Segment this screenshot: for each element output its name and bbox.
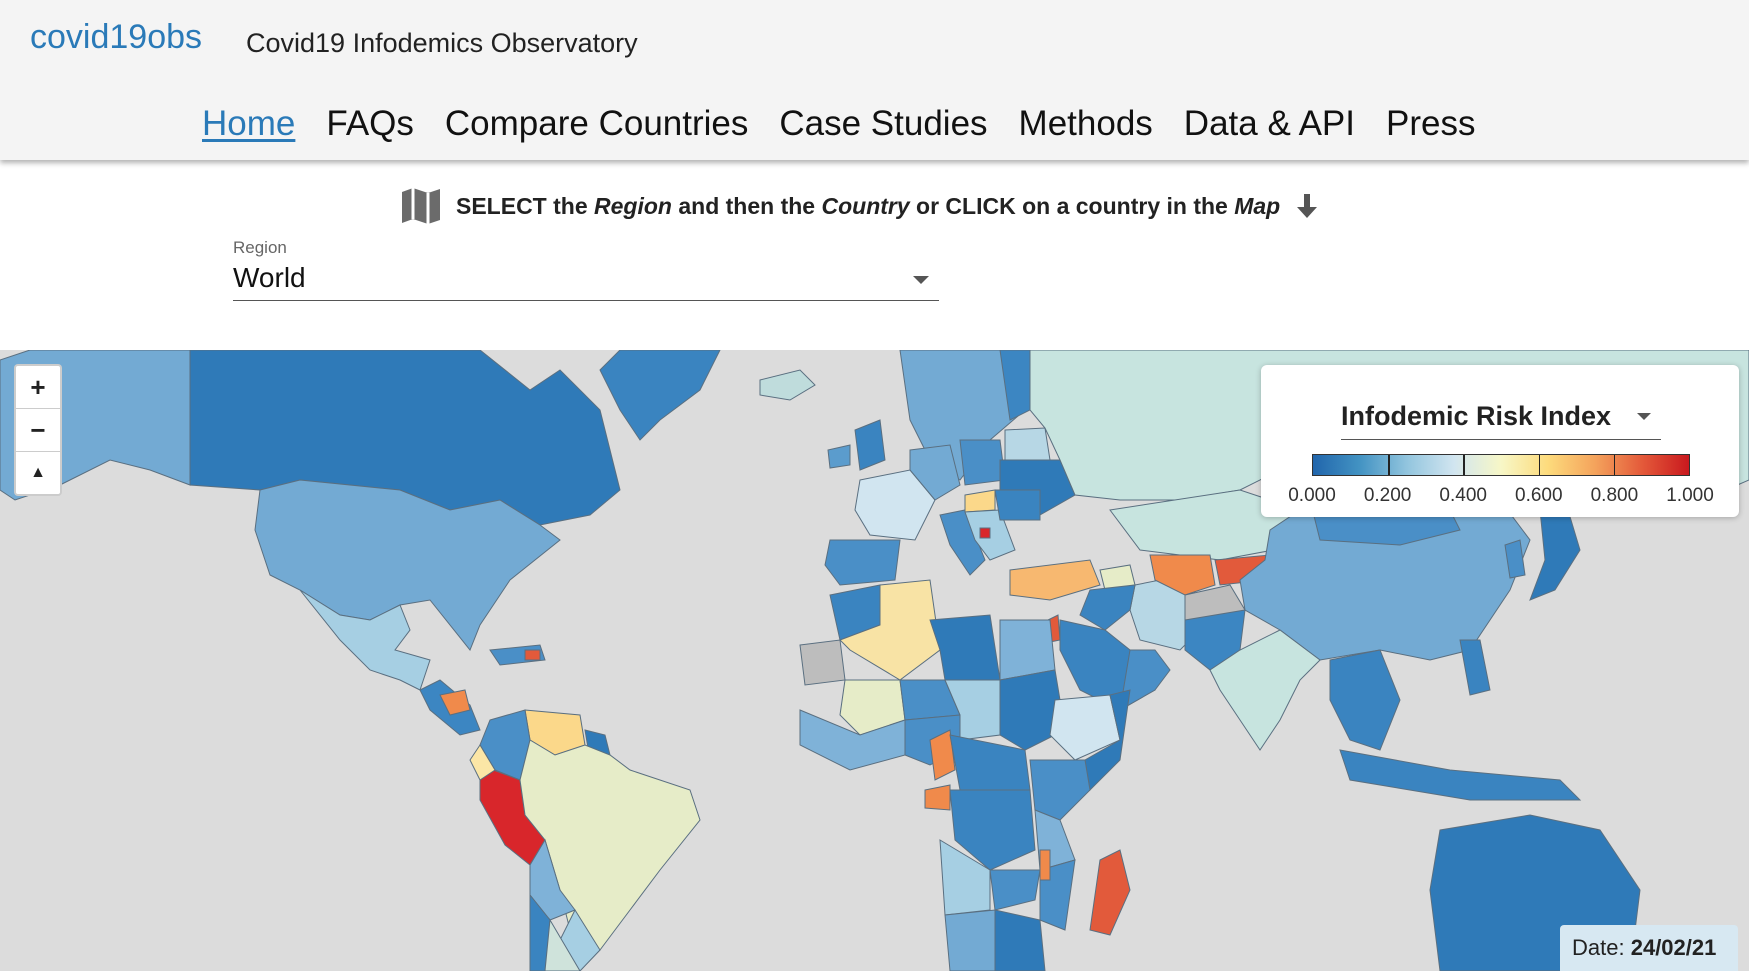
- country-hungary[interactable]: [964, 489, 996, 513]
- country-iraq[interactable]: [1079, 584, 1136, 631]
- site-subtitle: Covid19 Infodemics Observatory: [246, 28, 638, 58]
- instruction-text: SELECT the Region and then the Country o…: [456, 192, 1281, 219]
- legend-divider: [1538, 455, 1541, 475]
- legend-tick: 0.200: [1363, 485, 1412, 506]
- date-label: Date:: [1572, 935, 1625, 960]
- legend-tick: 0.000: [1288, 485, 1336, 506]
- country-indonesia[interactable]: [1339, 749, 1582, 801]
- reset-north-button[interactable]: ▲: [30, 464, 46, 481]
- country-honduras[interactable]: [439, 689, 471, 716]
- zoom-control: + − ▲: [14, 364, 62, 496]
- country-ireland[interactable]: [827, 444, 851, 469]
- region-label: Region: [233, 238, 287, 257]
- country-germany[interactable]: [909, 444, 961, 501]
- arrow-down-icon: [1297, 194, 1318, 218]
- country-romania[interactable]: [994, 489, 1041, 521]
- country-belarus[interactable]: [1004, 427, 1051, 461]
- nav-home[interactable]: Home: [202, 104, 296, 143]
- country-iceland[interactable]: [759, 369, 816, 401]
- country-greenland[interactable]: [599, 350, 721, 441]
- map-legend: Infodemic Risk Index 0.000 0.200 0.400 0…: [1261, 365, 1739, 517]
- country-poland[interactable]: [959, 439, 1006, 486]
- main-nav: Home FAQs Compare Countries Case Studies…: [202, 104, 1475, 144]
- zoom-out-button[interactable]: −: [16, 409, 60, 452]
- country-southeast-asia[interactable]: [1329, 649, 1401, 751]
- legend-ticks: 0.000 0.200 0.400 0.600 0.800 1.000: [1261, 485, 1739, 509]
- country-united-states[interactable]: [254, 479, 561, 651]
- country-yemen-oman[interactable]: [1119, 649, 1171, 711]
- country-uzbekistan[interactable]: [1149, 554, 1216, 596]
- country-spain[interactable]: [824, 539, 901, 586]
- country-namibia[interactable]: [944, 909, 996, 971]
- country-chile[interactable]: [529, 893, 551, 971]
- metric-select[interactable]: Infodemic Risk Index: [1341, 395, 1661, 440]
- country-sudan[interactable]: [999, 669, 1066, 751]
- zoom-in-button[interactable]: +: [16, 366, 60, 409]
- country-ethiopia[interactable]: [1049, 694, 1121, 761]
- map-icon: [402, 188, 440, 224]
- legend-tick: 0.800: [1590, 485, 1639, 506]
- region-select[interactable]: Region World: [233, 238, 939, 301]
- country-madagascar[interactable]: [1089, 849, 1131, 936]
- country-korea[interactable]: [1504, 539, 1526, 579]
- date-value: 24/02/21: [1630, 935, 1717, 960]
- region-value: World: [233, 262, 306, 293]
- map-canvas[interactable]: [0, 350, 1749, 971]
- country-gabon[interactable]: [924, 784, 951, 811]
- country-malawi[interactable]: [1039, 849, 1051, 881]
- country-italy[interactable]: [939, 509, 986, 576]
- country-haiti[interactable]: [524, 649, 541, 661]
- country-india[interactable]: [1209, 629, 1321, 751]
- nav-methods[interactable]: Methods: [1018, 104, 1153, 143]
- legend-divider: [1463, 455, 1465, 475]
- nav-case-studies[interactable]: Case Studies: [779, 104, 988, 143]
- country-turkey[interactable]: [1009, 559, 1101, 601]
- legend-divider: [1388, 455, 1390, 475]
- country-argentina[interactable]: [544, 918, 581, 971]
- dropdown-caret-icon: [913, 276, 929, 284]
- country-western-sahara[interactable]: [799, 639, 846, 686]
- country-kosovo[interactable]: [979, 527, 991, 539]
- chevron-down-icon: [1637, 413, 1651, 420]
- country-mexico[interactable]: [299, 589, 431, 691]
- nav-faqs[interactable]: FAQs: [326, 104, 414, 143]
- legend-tick: 0.400: [1439, 485, 1487, 506]
- country-philippines[interactable]: [1459, 639, 1491, 696]
- country-drc[interactable]: [949, 789, 1036, 871]
- instruction-line: SELECT the Region and then the Country o…: [400, 186, 1320, 226]
- legend-tick: 1.000: [1666, 485, 1714, 506]
- legend-tick: 0.600: [1515, 485, 1563, 506]
- nav-press[interactable]: Press: [1386, 104, 1476, 143]
- nav-data-api[interactable]: Data & API: [1183, 104, 1356, 143]
- country-zambia[interactable]: [989, 869, 1041, 911]
- nav-compare-countries[interactable]: Compare Countries: [444, 104, 749, 143]
- country-south-africa[interactable]: [994, 909, 1046, 971]
- top-header: covid19obs Covid19 Infodemics Observator…: [0, 0, 1749, 160]
- legend-divider: [1613, 455, 1616, 475]
- country-cameroon[interactable]: [929, 729, 956, 781]
- country-east-africa[interactable]: [1029, 759, 1091, 821]
- country-chad[interactable]: [944, 679, 1001, 741]
- country-libya[interactable]: [929, 614, 1001, 681]
- legend-color-bar: [1312, 454, 1690, 476]
- country-ecuador[interactable]: [469, 744, 496, 781]
- country-uk[interactable]: [854, 419, 886, 471]
- country-algeria[interactable]: [839, 579, 941, 681]
- legend-title: Infodemic Risk Index: [1341, 401, 1612, 431]
- date-box: Date: 24/02/21: [1560, 925, 1738, 971]
- brand-link[interactable]: covid19obs: [30, 18, 203, 56]
